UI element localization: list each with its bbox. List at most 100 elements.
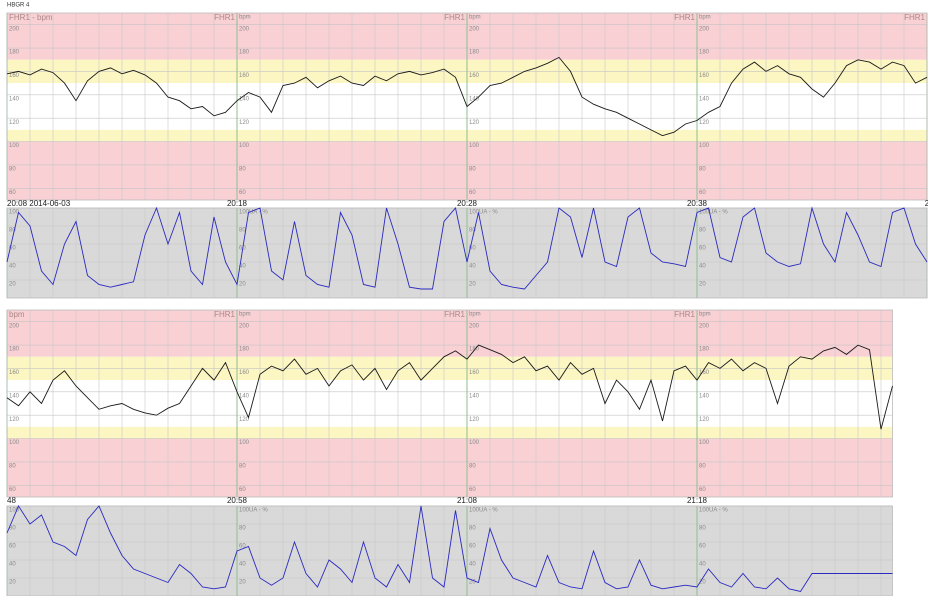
- y-tick-label: 60: [9, 190, 16, 196]
- panel-border: [6, 505, 893, 596]
- y-tick-label: 120: [469, 120, 480, 126]
- section-label: UA - %: [709, 508, 728, 514]
- y-tick-label: 100: [9, 508, 20, 514]
- y-tick-label: 160: [469, 370, 480, 376]
- y-tick-label: 80: [239, 464, 246, 470]
- y-tick-label: 80: [469, 167, 476, 173]
- y-tick-label: 60: [699, 544, 706, 550]
- y-tick-label: 60: [9, 246, 16, 252]
- section-label: FHR1: [674, 13, 695, 22]
- y-tick-label: 180: [469, 50, 480, 56]
- y-tick-label: 100: [699, 440, 710, 446]
- y-tick-label: 100: [699, 210, 710, 216]
- y-tick-label: 140: [699, 96, 710, 102]
- y-tick-label: 40: [699, 264, 706, 270]
- time-label: 21:18: [687, 496, 708, 505]
- y-tick-label: 120: [699, 417, 710, 423]
- y-tick-label: 160: [9, 370, 20, 376]
- y-tick-label: 100: [9, 210, 20, 216]
- y-tick-label: 100: [239, 143, 250, 149]
- y-tick-label: 180: [699, 50, 710, 56]
- section-label: UA - %: [709, 210, 728, 216]
- y-tick-label: 120: [239, 120, 250, 126]
- y-tick-label: 60: [469, 544, 476, 550]
- y-tick-label: 40: [469, 562, 476, 568]
- y-tick-label: 180: [9, 50, 20, 56]
- y-tick-label: 40: [699, 562, 706, 568]
- section-label: FHR1: [214, 13, 235, 22]
- minor-grid: [7, 310, 893, 497]
- y-tick-label: 80: [699, 464, 706, 470]
- y-tick-label: 100: [239, 440, 250, 446]
- y-tick-label: 80: [239, 228, 246, 234]
- y-tick-label: 180: [699, 347, 710, 353]
- y-tick-label: 80: [9, 228, 16, 234]
- y-tick-label: 100: [239, 210, 250, 216]
- y-tick-label: 120: [469, 417, 480, 423]
- section-label: FHR1: [674, 310, 695, 319]
- y-tick-label: 60: [699, 190, 706, 196]
- y-tick-label: 140: [9, 96, 20, 102]
- section-label: UA - %: [479, 508, 498, 514]
- section-label: FHR1: [444, 13, 465, 22]
- time-label: 20:28: [457, 199, 478, 208]
- section-label: UA - %: [249, 508, 268, 514]
- y-tick-label: 100: [239, 508, 250, 514]
- y-tick-label: 100: [469, 440, 480, 446]
- y-tick-label: 100: [699, 143, 710, 149]
- time-label: 21:08: [457, 496, 478, 505]
- time-label: 20:18: [227, 199, 248, 208]
- unit-label: bpm: [469, 312, 481, 318]
- y-tick-label: 80: [699, 167, 706, 173]
- y-tick-label: 180: [239, 347, 250, 353]
- y-tick-label: 200: [239, 323, 250, 329]
- unit-label: bpm: [239, 15, 251, 21]
- y-tick-label: 140: [239, 96, 250, 102]
- y-tick-label: 20: [699, 282, 706, 288]
- fhr-trace: [6, 56, 928, 137]
- panel-border: [6, 12, 928, 201]
- y-tick-label: 140: [699, 393, 710, 399]
- y-tick-label: 140: [469, 96, 480, 102]
- time-label: 48: [7, 496, 16, 505]
- y-tick-label: 160: [9, 73, 20, 79]
- y-tick-label: 200: [469, 26, 480, 32]
- section-label: UA - %: [249, 210, 268, 216]
- y-tick-label: 120: [9, 120, 20, 126]
- y-tick-label: 60: [469, 487, 476, 493]
- unit-label: bpm: [239, 312, 251, 318]
- panel-border: [6, 309, 893, 498]
- time-label: 20:58: [227, 496, 248, 505]
- y-tick-label: 20: [469, 282, 476, 288]
- y-tick-label: 80: [469, 464, 476, 470]
- uc-trace: [6, 505, 893, 593]
- y-tick-label: 100: [469, 210, 480, 216]
- y-tick-label: 160: [239, 73, 250, 79]
- unit-label: bpm: [469, 15, 481, 21]
- y-tick-label: 100: [9, 143, 20, 149]
- y-tick-label: 60: [699, 487, 706, 493]
- y-tick-label: 100: [469, 508, 480, 514]
- y-tick-label: 40: [239, 562, 246, 568]
- unit-label: bpm: [699, 15, 711, 21]
- time-label: 20:38: [687, 199, 708, 208]
- y-tick-label: 140: [469, 393, 480, 399]
- time-label: 20:08 2014-06-03: [7, 199, 71, 208]
- y-tick-label: 180: [9, 347, 20, 353]
- y-tick-label: 180: [239, 50, 250, 56]
- time-label: 2: [925, 199, 928, 208]
- y-tick-label: 160: [239, 370, 250, 376]
- y-tick-label: 40: [469, 264, 476, 270]
- y-tick-label: 160: [699, 73, 710, 79]
- section-label: FHR1: [214, 310, 235, 319]
- fhr-trace: [6, 344, 893, 430]
- y-tick-label: 60: [239, 544, 246, 550]
- uc-trace: [6, 206, 928, 290]
- y-tick-label: 80: [469, 526, 476, 532]
- y-tick-label: 200: [469, 323, 480, 329]
- y-tick-label: 200: [239, 26, 250, 32]
- y-tick-label: 60: [469, 190, 476, 196]
- y-tick-label: 20: [469, 580, 476, 586]
- y-tick-label: 40: [239, 264, 246, 270]
- y-tick-label: 120: [9, 417, 20, 423]
